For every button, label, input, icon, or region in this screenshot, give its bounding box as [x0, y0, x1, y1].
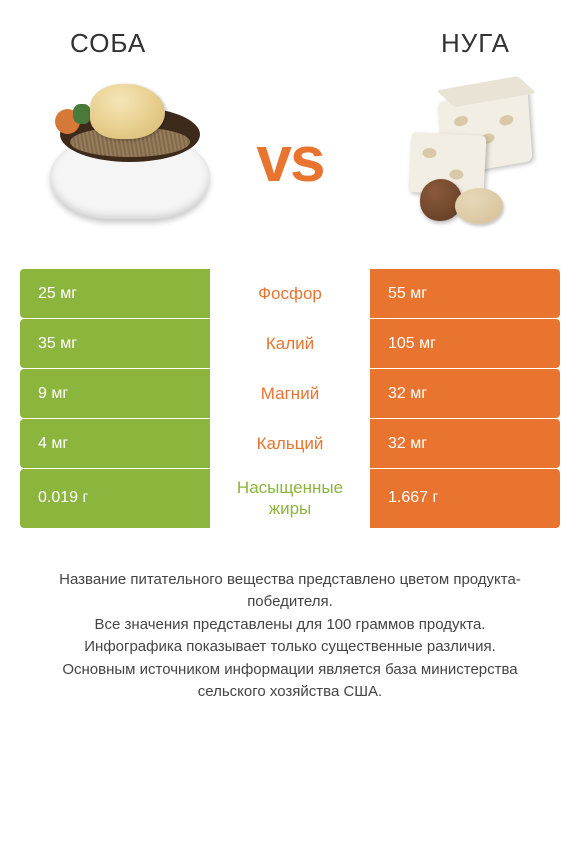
footer-caption: Название питательного вещества представл… — [0, 529, 580, 704]
right-value: 32 мг — [370, 369, 560, 418]
right-value: 105 мг — [370, 319, 560, 368]
right-value: 32 мг — [370, 419, 560, 468]
table-row: 9 мгМагний32 мг — [20, 369, 560, 419]
table-row: 35 мгКалий105 мг — [20, 319, 560, 369]
footer-line: Все значения представлены для 100 граммо… — [28, 614, 552, 637]
footer-line: Название питательного вещества представл… — [28, 569, 552, 614]
footer-line: Инфографика показывает только существенн… — [28, 636, 552, 659]
comparison-table: 25 мгФосфор55 мг35 мгКалий105 мг9 мгМагн… — [0, 269, 580, 529]
left-value: 4 мг — [20, 419, 210, 468]
nougat-image — [360, 84, 540, 234]
vs-label: vs — [256, 122, 323, 196]
right-value: 55 мг — [370, 269, 560, 318]
nutrient-label: Фосфор — [210, 269, 370, 318]
nutrient-label: Калий — [210, 319, 370, 368]
table-row: 25 мгФосфор55 мг — [20, 269, 560, 319]
left-food-title: СОБА — [70, 28, 146, 59]
left-value: 9 мг — [20, 369, 210, 418]
left-value: 0.019 г — [20, 469, 210, 528]
nutrient-label: Кальций — [210, 419, 370, 468]
left-value: 35 мг — [20, 319, 210, 368]
hero-section: vs — [0, 69, 580, 269]
soba-image — [40, 84, 220, 234]
table-row: 0.019 гНасыщенные жиры1.667 г — [20, 469, 560, 529]
nutrient-label: Магний — [210, 369, 370, 418]
footer-line: Основным источником информации является … — [28, 659, 552, 704]
right-food-title: НУГА — [441, 28, 510, 59]
table-row: 4 мгКальций32 мг — [20, 419, 560, 469]
left-value: 25 мг — [20, 269, 210, 318]
nutrient-label: Насыщенные жиры — [210, 469, 370, 528]
header: СОБА НУГА — [0, 0, 580, 69]
right-value: 1.667 г — [370, 469, 560, 528]
